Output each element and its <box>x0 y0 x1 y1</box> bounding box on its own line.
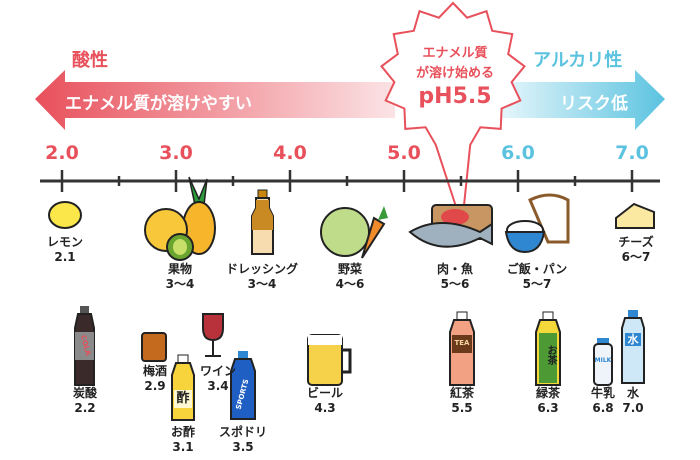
food-name: 梅酒 <box>142 364 168 378</box>
food-name: 野菜 <box>337 262 363 276</box>
dressing-bottle-icon <box>251 189 274 255</box>
alkaline-arrow <box>500 70 665 130</box>
food-ph: 2.1 <box>54 250 76 264</box>
food-item-label: レモン 2.1 <box>47 235 83 265</box>
food-ph: 4.3 <box>314 401 336 415</box>
food-item-label: ドレッシング 3〜4 <box>226 262 298 292</box>
water-bottle-icon <box>621 310 645 384</box>
food-ph: 7.0 <box>622 401 644 415</box>
food-name: お酢 <box>170 425 196 439</box>
food-name: 炭酸 <box>72 386 98 400</box>
alkaline-arrow-text: リスク低 <box>560 94 628 114</box>
food-name: 肉・魚 <box>436 262 474 276</box>
food-item-label: 梅酒 2.9 <box>143 364 167 394</box>
food-item-label: 肉・魚 5〜6 <box>437 262 473 292</box>
food-name: チーズ <box>618 235 654 249</box>
food-name: 果物 <box>167 262 193 276</box>
food-ph: 3〜4 <box>247 277 277 291</box>
food-ph: 3.4 <box>207 379 229 393</box>
alkaline-label: アルカリ性 <box>533 50 623 71</box>
burst-ph: pH5.5 <box>418 84 492 109</box>
food-item-label: ビール 4.3 <box>307 386 343 416</box>
food-item-label: ご飯・パン 5〜7 <box>507 262 568 292</box>
green-tea-bottle-icon <box>535 311 561 386</box>
food-name: ビール <box>306 386 344 400</box>
food-name: 牛乳 <box>590 386 616 400</box>
vinegar-bottle-text: 酢 <box>176 391 190 406</box>
beer-mug-icon <box>307 334 352 386</box>
food-ph: 6.3 <box>537 401 559 415</box>
food-ph: 2.2 <box>74 401 96 415</box>
food-name: 紅茶 <box>449 386 475 400</box>
tea-bottle-icon <box>449 311 475 386</box>
food-name: ワイン <box>199 364 237 378</box>
food-item-label: 炭酸 2.2 <box>73 386 97 416</box>
food-item-label: 牛乳 6.8 <box>591 386 615 416</box>
milk-bottle-text: MILK <box>594 357 612 364</box>
food-item-label: 紅茶 5.5 <box>450 386 474 416</box>
meat-fish-icon <box>408 204 493 248</box>
food-ph: 6〜7 <box>621 250 651 264</box>
tea-bottle-text: TEA <box>454 339 470 347</box>
acid-arrow <box>35 70 395 130</box>
food-name: 緑茶 <box>535 386 561 400</box>
food-ph: 5〜6 <box>440 277 470 291</box>
burst-line1: エナメル質 <box>422 46 488 61</box>
food-item-label: チーズ 6〜7 <box>618 235 653 265</box>
food-item-label: ワイン 3.4 <box>200 364 236 394</box>
wine-glass-icon <box>202 313 224 357</box>
food-item-label: 野菜 4〜6 <box>336 262 365 292</box>
sports-drink-icon <box>230 351 256 420</box>
food-ph: 4〜6 <box>335 277 365 291</box>
food-name: スポドリ <box>218 425 268 439</box>
food-name: 水 <box>626 386 640 400</box>
food-item-label: 緑茶 6.3 <box>536 386 560 416</box>
cheese-icon <box>615 202 655 229</box>
rice-bread-icon <box>504 193 570 254</box>
food-ph: 3〜4 <box>165 277 195 291</box>
milk-bottle-icon <box>593 338 613 386</box>
food-item-label: 水 7.0 <box>622 386 643 416</box>
food-name: レモン <box>46 235 84 249</box>
tick-label: 6.0 <box>501 142 535 164</box>
food-name: ドレッシング <box>225 262 299 276</box>
food-name: ご飯・パン <box>506 262 568 276</box>
cola-bottle-icon <box>74 306 95 386</box>
food-item-label: スポドリ 3.5 <box>219 425 267 455</box>
acid-label: 酸性 <box>72 50 108 71</box>
food-item-label: 果物 3〜4 <box>166 262 195 292</box>
tick-label: 4.0 <box>273 142 307 164</box>
acid-arrow-text: エナメル質が溶けやすい <box>65 94 252 114</box>
food-ph: 3.5 <box>232 440 254 454</box>
food-item-label: お酢 3.1 <box>171 425 195 455</box>
tick-label: 2.0 <box>45 142 79 164</box>
lemon-icon <box>48 201 82 229</box>
fruit-icon <box>144 176 216 261</box>
food-ph: 5〜7 <box>522 277 552 291</box>
vegetable-icon <box>320 206 388 259</box>
tick-label: 5.0 <box>387 142 421 164</box>
burst-line2: が溶け始める <box>415 66 494 81</box>
tick-label: 7.0 <box>615 142 649 164</box>
vinegar-bottle-icon <box>171 354 195 421</box>
food-ph: 5.5 <box>451 401 473 415</box>
food-ph: 6.8 <box>592 401 614 415</box>
food-ph: 3.1 <box>172 440 194 454</box>
green-tea-bottle-text: お茶 <box>545 345 556 365</box>
food-ph: 2.9 <box>144 379 166 393</box>
water-bottle-text: 水 <box>625 333 641 346</box>
tick-label: 3.0 <box>159 142 193 164</box>
umeshu-glass-icon <box>141 332 167 362</box>
